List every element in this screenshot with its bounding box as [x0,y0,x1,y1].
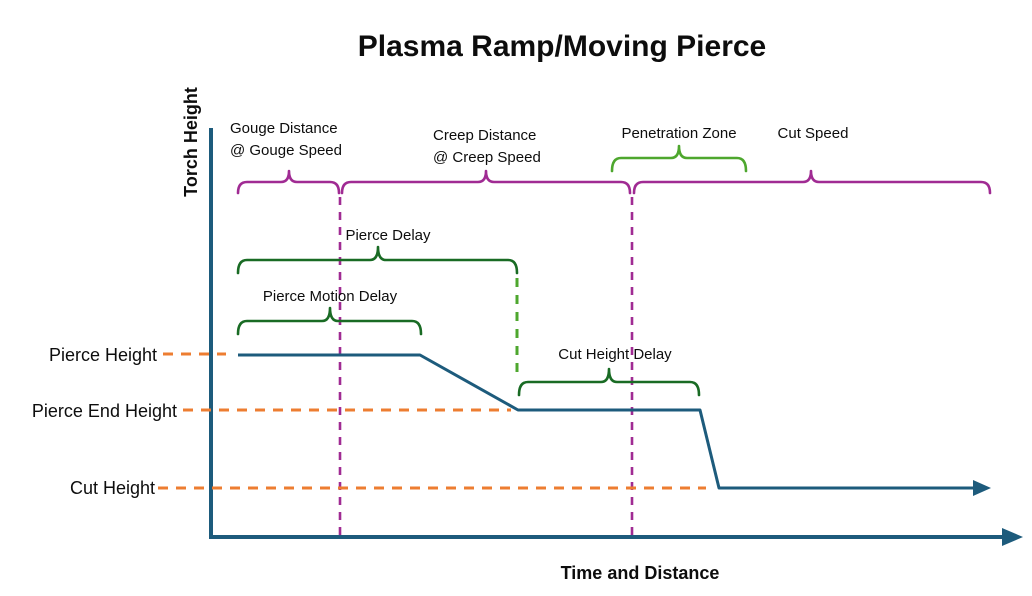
pierce-end-height-label: Pierce End Height [32,401,177,421]
cut-height-label: Cut Height [70,478,155,498]
x-axis-arrow-icon [1002,528,1023,546]
x-axis-label: Time and Distance [561,563,720,583]
pierce-motion-delay-brace [236,306,423,336]
gouge-distance-brace [236,169,341,195]
cut-speed-brace [632,169,992,195]
torch-height-curve [238,353,975,490]
creep-distance-brace [340,169,632,195]
cut-height-delay-label: Cut Height Delay [558,346,672,363]
cut-height-delay-brace [517,367,701,397]
torch-height-curve-arrow-icon [973,480,991,496]
pierce-motion-delay-label: Pierce Motion Delay [263,288,398,305]
pierce-delay-label: Pierce Delay [345,227,431,244]
pierce-height-label: Pierce Height [49,345,157,365]
page-title: Plasma Ramp/Moving Pierce [358,30,767,63]
gouge-distance-label-line2: @ Gouge Speed [230,142,342,159]
creep-distance-label-line1: Creep Distance [433,127,536,144]
y-axis-label: Torch Height [181,87,201,197]
penetration-zone-brace [610,144,748,173]
cut-speed-label: Cut Speed [778,125,849,142]
pierce-delay-brace [236,245,519,275]
creep-distance-label-line2: @ Creep Speed [433,149,541,166]
penetration-zone-label: Penetration Zone [621,125,736,142]
gouge-distance-label-line1: Gouge Distance [230,120,338,137]
